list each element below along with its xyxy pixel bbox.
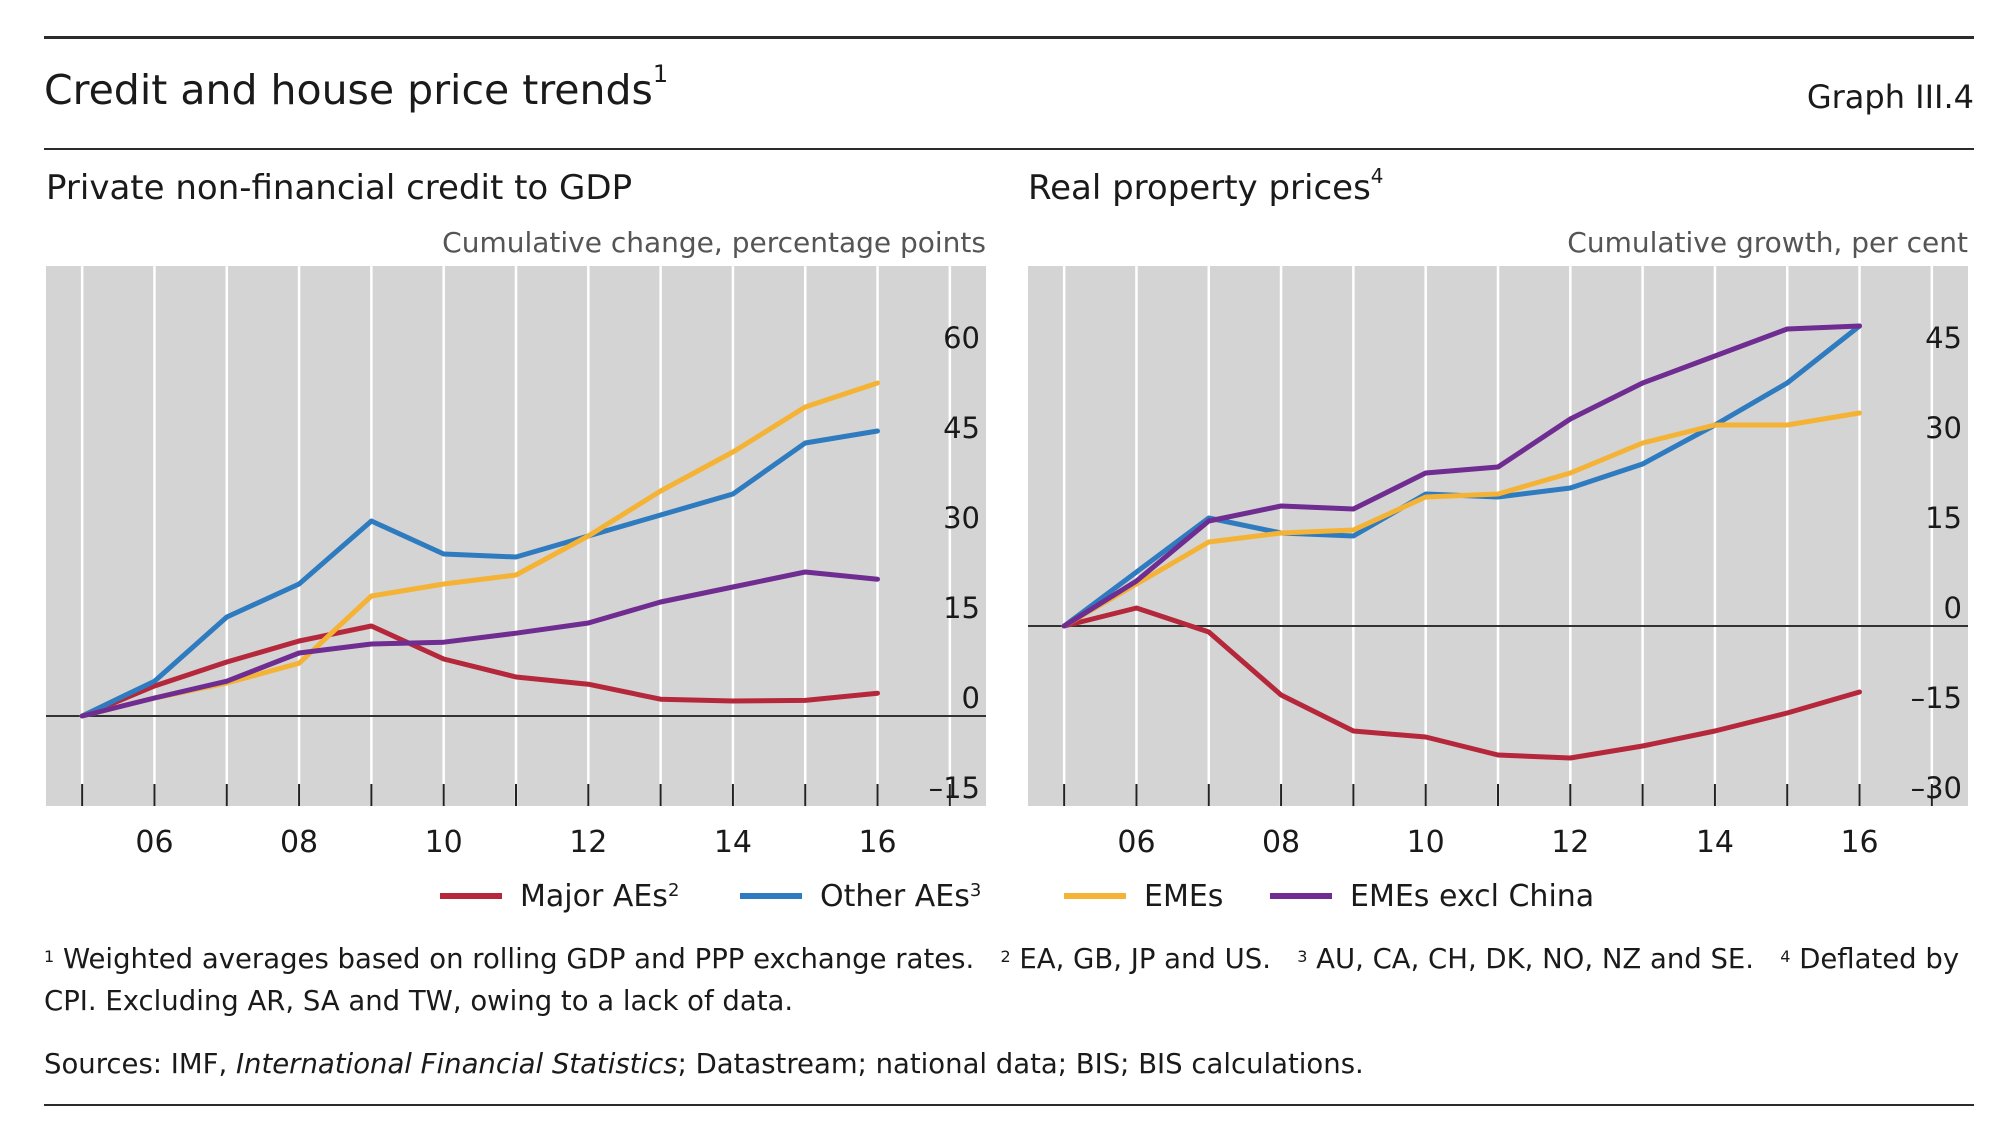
footnote-1: Weighted averages based on rolling GDP a… (62, 943, 975, 975)
credit-ytick-label: 60 (943, 321, 980, 355)
property-ytick-label: –15 (1911, 681, 1962, 715)
credit-ytick-label: 45 (943, 411, 980, 445)
bottom-rule (44, 1104, 1974, 1106)
credit-xtick-label: 14 (714, 825, 752, 860)
credit-xtick-label: 16 (858, 825, 896, 860)
right-panel-unit: Cumulative growth, per cent (1567, 226, 1968, 259)
credit-series-major-aes (79, 623, 880, 719)
sources-italic: International Financial Statistics (235, 1048, 678, 1080)
property-series-major-aes (1061, 605, 1862, 761)
property-xtick-label: 16 (1840, 825, 1878, 860)
legend-item-emes-excl-china: EMEs excl China (1270, 866, 1594, 926)
left-panel-unit: Cumulative change, percentage points (442, 226, 986, 259)
property-ytick-label: –30 (1911, 771, 1962, 805)
graph-number: Graph III.4 (1806, 78, 1974, 116)
credit-xtick-label: 08 (280, 825, 318, 860)
credit-ytick-label: 30 (943, 501, 980, 535)
sources: Sources: IMF, International Financial St… (44, 1048, 1364, 1080)
footnotes: 1 Weighted averages based on rolling GDP… (44, 943, 1960, 1017)
credit-ytick-label: 0 (962, 681, 980, 715)
legend-item-major-aes: Major AEs 2 (440, 866, 679, 926)
legend-swatch-major-aes (440, 893, 502, 899)
property-xtick-label: 14 (1696, 825, 1734, 860)
property-xtick-label: 12 (1551, 825, 1589, 860)
property-xtick-label: 08 (1262, 825, 1300, 860)
property-ytick-label: 0 (1944, 591, 1962, 625)
property-prices-chart: –30 –15 0 15 30 45 06 08 10 12 14 16 (1028, 266, 1968, 860)
top-rule (44, 36, 1974, 39)
property-ytick-label: 15 (1925, 501, 1962, 535)
legend-swatch-emes (1064, 893, 1126, 899)
legend-swatch-emes-excl-china (1270, 893, 1332, 899)
credit-to-gdp-chart: –15 0 15 30 45 60 06 08 10 12 14 16 (46, 266, 986, 860)
property-series-emes-excl-china (1061, 323, 1862, 629)
credit-xtick-label: 12 (569, 825, 607, 860)
credit-series-emes-excl-china (79, 569, 880, 719)
credit-ytick-label: –15 (929, 771, 980, 805)
right-panel-title: Real property prices4 (1028, 164, 1384, 208)
right-title-footnote-mark: 4 (1370, 164, 1384, 188)
property-ytick-label: 45 (1925, 321, 1962, 355)
property-xtick-label: 10 (1407, 825, 1445, 860)
legend-swatch-other-aes (740, 893, 802, 899)
header-rule (44, 148, 1974, 150)
legend-item-emes: EMEs (1064, 866, 1223, 926)
graph-title: Credit and house price trends1 (44, 60, 669, 114)
legend: Major AEs 2 Other AEs 3 EMEs EMEs excl Chi… (0, 866, 2012, 926)
footnote-3: AU, CA, CH, DK, NO, NZ and SE. (1316, 943, 1755, 975)
property-xtick-label: 06 (1117, 825, 1155, 860)
title-footnote-mark: 1 (652, 60, 669, 88)
property-series-emes (1061, 410, 1862, 629)
footnote-2: EA, GB, JP and US. (1019, 943, 1271, 975)
footnote-4: Deflated by CPI. Excluding AR, SA and TW… (44, 943, 1960, 1017)
credit-xtick-label: 06 (135, 825, 173, 860)
left-panel-title: Private non-financial credit to GDP (46, 168, 633, 208)
property-ytick-label: 30 (1925, 411, 1962, 445)
credit-series-other-aes (79, 428, 880, 719)
credit-xtick-label: 10 (425, 825, 463, 860)
legend-item-other-aes: Other AEs 3 (740, 866, 981, 926)
credit-ytick-label: 15 (943, 591, 980, 625)
